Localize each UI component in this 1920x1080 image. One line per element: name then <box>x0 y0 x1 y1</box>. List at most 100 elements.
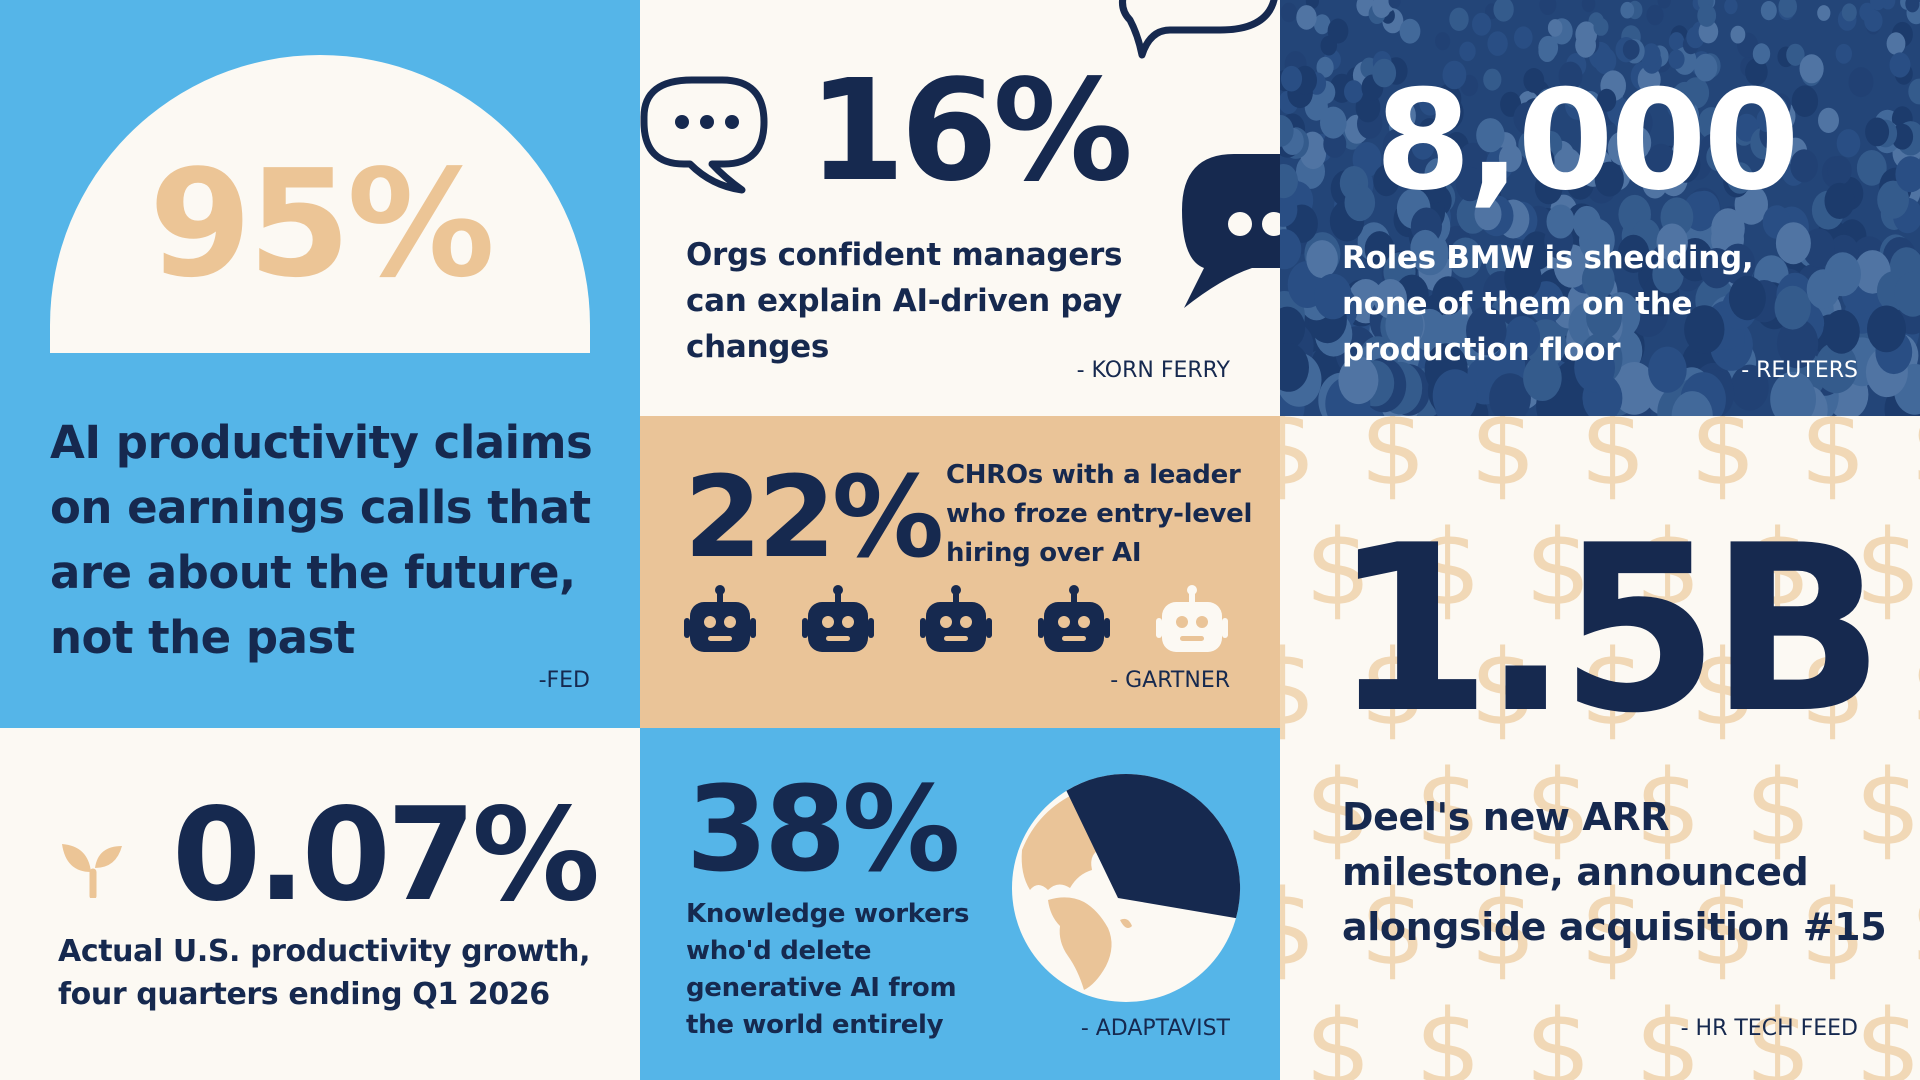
crowd-head <box>1607 131 1637 166</box>
crowd-head <box>1523 354 1562 401</box>
crowd-head <box>1698 107 1725 140</box>
crowd-head <box>1668 49 1685 69</box>
sprout-icon <box>62 844 122 898</box>
stat-source: - REUTERS <box>1741 358 1858 383</box>
stat-value: 95% <box>148 138 495 310</box>
crowd-head <box>1327 18 1349 44</box>
dollar-sign-icon: $ <box>1800 416 1867 509</box>
chat-bubble-filled-icon <box>1182 154 1280 308</box>
stat-description: Actual U.S. productivity growth, four qu… <box>58 934 591 1012</box>
dollar-pattern: $$$$$$$$$$$$$$$$$$$$$$$$$$$$$$$$$$$$$$$$… <box>1280 416 1920 1080</box>
crowd-head <box>1760 1 1777 21</box>
crowd-head <box>1344 184 1376 222</box>
dollar-sign-icon: $ <box>1855 987 1920 1080</box>
chat-bubble-dots-icon <box>640 76 768 194</box>
stat-tile-productivity-claims: 95% AI productivity claims on earnings c… <box>0 0 640 728</box>
crowd-head <box>1338 356 1379 405</box>
crowd-head <box>1612 362 1657 415</box>
crowd-head <box>1388 99 1416 133</box>
dollar-sign-icon: $ <box>1525 987 1592 1080</box>
crowd-head <box>1848 67 1874 98</box>
crowd-head <box>1385 302 1424 349</box>
crowd-head <box>1905 0 1920 13</box>
crowd-head <box>1730 364 1769 411</box>
crowd-head <box>1790 149 1818 183</box>
crowd-head <box>1498 144 1522 173</box>
stat-tile-chro-hiring: 22% CHROs with a leader who froze entry-… <box>640 416 1280 728</box>
stat-description: Deel's new ARR milestone, announced alon… <box>1342 795 1887 949</box>
crowd-head <box>1865 117 1890 147</box>
stat-tile-knowledge-workers: 38% Knowledge workers who'd delete gener… <box>640 728 1280 1080</box>
dollar-sign-icon: $ <box>1855 747 1920 869</box>
crowd-head <box>1575 32 1596 58</box>
crowd-head <box>1399 18 1421 44</box>
dollar-sign-icon: $ <box>1525 747 1592 869</box>
crowd-head <box>1778 0 1797 18</box>
crowd-head <box>1823 309 1860 354</box>
crowd-head <box>1435 32 1451 51</box>
stat-value: 38% <box>686 760 960 898</box>
crowd-head <box>1539 0 1557 15</box>
robot-icon-row <box>684 584 1228 656</box>
crowd-head <box>1418 118 1441 145</box>
dollar-sign-icon: $ <box>1910 416 1920 500</box>
dollar-sign-icon: $ <box>1280 867 1317 989</box>
dollar-sign-icon: $ <box>1360 867 1427 989</box>
crowd-head <box>1420 173 1447 204</box>
stat-value: 1.5B <box>1332 497 1885 764</box>
crowd-head <box>1622 39 1640 60</box>
stat-description: Roles BMW is shedding, none of them on t… <box>1342 240 1754 368</box>
crowd-head <box>1806 269 1840 309</box>
crowd-tint <box>1280 0 1920 416</box>
crowd-head <box>1493 0 1514 22</box>
crowd-head <box>1786 43 1805 66</box>
crowd-head <box>1889 52 1911 78</box>
crowd-head <box>1791 85 1819 117</box>
crowd-head <box>1775 222 1811 265</box>
crowd-head <box>1459 41 1476 62</box>
crowd-head <box>1593 18 1609 36</box>
dollar-sign-icon: $ <box>1415 987 1482 1080</box>
stat-source: -FED <box>538 668 590 693</box>
crowd-head <box>1487 31 1508 56</box>
crowd-head <box>1895 156 1920 193</box>
stat-tile-pay-changes: 16% Orgs confident managers can explain … <box>640 0 1280 416</box>
stat-description: Orgs confident managers can explain AI-d… <box>686 237 1123 365</box>
crowd-head <box>1594 161 1624 197</box>
crowd-head <box>1818 107 1839 133</box>
crowd-head <box>1836 129 1861 158</box>
crowd-head <box>1697 4 1717 27</box>
crowd-head <box>1656 223 1688 262</box>
dollar-sign-icon: $ <box>1910 876 1920 980</box>
crowd-head <box>1684 305 1725 354</box>
stat-description: CHROs with a leader who froze entry-leve… <box>946 460 1253 568</box>
crowd-head <box>1280 306 1306 350</box>
stat-description: Knowledge workers who'd delete generativ… <box>686 899 970 1040</box>
crowd-head <box>1313 273 1352 320</box>
crowd-head <box>1891 123 1914 150</box>
crowd-head <box>1646 143 1677 180</box>
dollar-sign-icon: $ <box>1415 747 1482 869</box>
crowd-head <box>1280 343 1309 392</box>
dollar-sign-icon: $ <box>1580 416 1647 509</box>
crowd-head <box>1320 106 1347 139</box>
dollar-sign-icon: $ <box>1525 507 1592 629</box>
chat-bubble-icon <box>1119 0 1278 59</box>
crowd-head <box>1436 96 1464 130</box>
crowd-head <box>1372 0 1391 18</box>
crowd-head <box>1815 342 1858 394</box>
stat-value: 16% <box>808 50 1133 213</box>
crowd-head <box>1514 26 1533 49</box>
crowd-head <box>1867 305 1906 353</box>
crowd-head <box>1483 68 1502 91</box>
crowd-head <box>1770 371 1816 416</box>
crowd-head <box>1648 346 1687 393</box>
crowd-head <box>1344 80 1364 104</box>
dollar-sign-icon: $ <box>1910 636 1920 740</box>
dollar-sign-icon: $ <box>1305 987 1372 1080</box>
crowd-head <box>1827 155 1852 186</box>
dollar-sign-icon: $ <box>1745 747 1812 869</box>
dollar-sign-icon: $ <box>1745 987 1812 1080</box>
crowd-head <box>1280 65 1303 92</box>
crowd-head <box>1620 1 1635 19</box>
